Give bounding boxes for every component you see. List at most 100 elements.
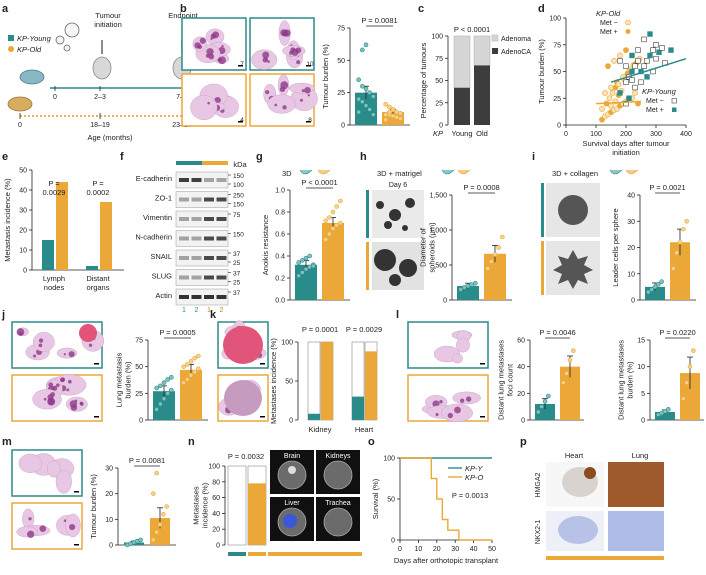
spheroid	[376, 201, 384, 209]
text-line: P < 0.0001	[301, 178, 337, 187]
text-line: 50	[337, 58, 345, 65]
tumour-nodule	[79, 401, 83, 405]
legend-swatch-adenoma	[491, 34, 499, 42]
data-point	[546, 393, 551, 399]
p-value: P = 0.0081	[361, 16, 397, 25]
x-tick-label: 200	[620, 131, 632, 138]
data-point	[360, 83, 365, 89]
y-tick-label: 75	[435, 56, 443, 63]
text-line: 75	[233, 212, 241, 219]
dish-icon	[441, 169, 455, 175]
bar-KP-Young	[655, 412, 675, 420]
data-point	[154, 385, 159, 391]
text-line: 10	[415, 546, 423, 553]
panel-letter-h: h	[360, 151, 367, 163]
image-count: 7	[240, 61, 244, 68]
scatter-point-old	[599, 106, 605, 112]
text-line: 0	[289, 418, 293, 425]
bar-KP-Old	[560, 366, 580, 420]
data-point	[161, 380, 167, 385]
organ-label: Trachea	[325, 500, 351, 507]
x-tick-label: Kidney	[309, 425, 332, 434]
data-point	[323, 218, 328, 224]
y-axis-label: Distant lung metastasesfoci count	[497, 340, 515, 420]
data-point	[646, 289, 651, 295]
tissue-lobe	[18, 453, 43, 473]
panel-letter-m: m	[2, 436, 12, 448]
y-tick-label: 40	[19, 188, 27, 195]
data-point	[681, 396, 686, 401]
text-line: Survival (%)	[371, 478, 380, 519]
data-point	[188, 372, 194, 378]
data-point	[649, 287, 654, 292]
organ-label: Liver	[284, 500, 300, 507]
scatter-point-young	[617, 58, 623, 64]
spheroid	[389, 209, 401, 221]
text-line: P = 0.0081	[129, 456, 165, 465]
text-line: 1	[207, 307, 211, 314]
p-value: P = 0.0008	[463, 183, 499, 192]
text-line: Trachea	[325, 500, 351, 507]
text-line: 10	[627, 271, 635, 278]
y-tick-label: 10	[637, 364, 645, 371]
text-line: KP-Young	[642, 87, 677, 96]
dish-icon	[457, 169, 471, 175]
endpoint-label: Endpoint	[168, 11, 199, 20]
text-line: 10	[105, 517, 113, 524]
image-tag-young	[541, 183, 544, 237]
y-axis-label: Metastasis incidence (%)	[3, 178, 12, 262]
blot-band	[179, 236, 189, 241]
ihc-image	[608, 511, 664, 551]
text-line: 0	[564, 131, 568, 138]
tumour-nodule	[67, 379, 72, 384]
text-line: 0	[398, 546, 402, 553]
bar-KP-Old	[670, 242, 690, 300]
text-line: 37	[233, 290, 241, 297]
tissue-lobe	[55, 469, 72, 494]
scatter-point-old	[609, 90, 616, 96]
text-line: Kidneys	[326, 453, 351, 460]
scatter-point-young	[632, 63, 638, 69]
blot-strip	[175, 230, 229, 247]
bar-KP-Old	[484, 253, 506, 300]
legend-title-old: KP-Old	[596, 9, 621, 18]
data-point	[154, 470, 159, 476]
data-point	[181, 364, 186, 369]
y-tick-label: 50	[553, 69, 561, 76]
tumour-nodule	[28, 517, 32, 521]
condition-label: 3D + matrigel	[377, 169, 422, 178]
scatter-point-young	[623, 79, 629, 85]
data-point	[151, 537, 156, 543]
tumour-nodule	[47, 397, 56, 406]
text-line: Age (months)	[87, 133, 133, 142]
data-point	[496, 245, 501, 250]
x-tick-label: Lymph nodes	[43, 274, 65, 292]
heart-section	[224, 380, 262, 416]
tumour-nodule	[296, 60, 301, 65]
protein-label: SNAIL	[150, 252, 172, 261]
x-tick-label: 50	[488, 546, 496, 553]
data-point	[161, 396, 167, 401]
legend-old: KP-Old	[17, 45, 42, 54]
y-tick-label: 0	[443, 298, 447, 305]
text-line: Tumour	[95, 11, 121, 20]
panel-letter-j: j	[1, 309, 5, 321]
text-line: 25	[233, 280, 241, 287]
data-point	[296, 260, 301, 265]
y-tick-label: 40	[212, 511, 220, 518]
data-point	[691, 348, 696, 353]
text-line: 2–3	[94, 94, 106, 101]
data-point	[356, 77, 361, 83]
data-point	[323, 237, 328, 242]
legend-swatch-adenoca	[492, 48, 498, 54]
tumour-nodule	[194, 42, 201, 49]
data-point	[656, 281, 661, 287]
data-point	[489, 259, 494, 264]
legend-label: KP-O	[465, 473, 484, 482]
text-line: 0	[391, 538, 395, 545]
scatter-point-old	[611, 57, 617, 64]
text-line: 75	[553, 42, 561, 49]
text-line: n	[188, 436, 195, 448]
old-tick-label: 0	[18, 122, 22, 129]
scatter-point-old	[623, 47, 629, 53]
